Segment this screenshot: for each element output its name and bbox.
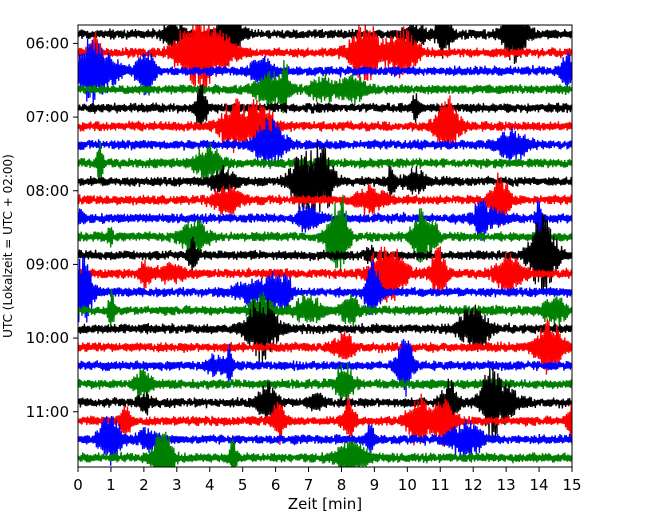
trace-row-24 bbox=[78, 431, 572, 467]
x-tick-label-3: 3 bbox=[172, 476, 182, 494]
x-tick-label-6: 6 bbox=[271, 476, 281, 494]
x-tick-label-0: 0 bbox=[73, 476, 83, 494]
y-tick-label-0900: 09:00 bbox=[26, 255, 69, 273]
x-tick-label-15: 15 bbox=[562, 476, 581, 494]
x-tick-label-10: 10 bbox=[398, 476, 417, 494]
trace-row-13 bbox=[78, 214, 572, 293]
y-axis-label: UTC (Lokalzeit = UTC + 02:00) bbox=[1, 154, 15, 338]
trace-row-15 bbox=[78, 256, 572, 323]
trace-row-21 bbox=[78, 368, 572, 441]
x-axis-label: Zeit [min] bbox=[288, 495, 362, 513]
y-tick-label-0600: 06:00 bbox=[26, 34, 69, 52]
x-axis: 0 1 2 3 4 5 6 7 8 9 10 11 12 13 14 15 bbox=[73, 467, 582, 494]
x-tick-label-14: 14 bbox=[530, 476, 549, 494]
y-tick-label-0700: 07:00 bbox=[26, 108, 69, 126]
x-tick-label-11: 11 bbox=[431, 476, 450, 494]
x-tick-label-7: 7 bbox=[304, 476, 314, 494]
trace-row-16 bbox=[78, 288, 572, 332]
x-tick-label-8: 8 bbox=[337, 476, 347, 494]
trace-row-19 bbox=[78, 338, 572, 397]
trace-row-5 bbox=[78, 84, 572, 131]
trace-row-4 bbox=[78, 59, 572, 114]
trace-row-14 bbox=[78, 246, 572, 303]
x-tick-label-5: 5 bbox=[238, 476, 248, 494]
trace-row-6 bbox=[78, 95, 572, 155]
trace-row-17 bbox=[78, 298, 572, 363]
x-tick-label-2: 2 bbox=[139, 476, 149, 494]
x-tick-label-12: 12 bbox=[464, 476, 483, 494]
trace-row-9 bbox=[78, 142, 572, 214]
seismogram-traces bbox=[78, 25, 572, 467]
plot-area-frame bbox=[77, 24, 573, 468]
x-tick-label-4: 4 bbox=[205, 476, 215, 494]
trace-row-2 bbox=[78, 25, 572, 94]
trace-row-1 bbox=[78, 25, 572, 66]
y-axis: 06:00 07:00 08:00 09:00 10:00 11:00 bbox=[26, 34, 78, 421]
x-tick-label-1: 1 bbox=[106, 476, 116, 494]
trace-row-3 bbox=[78, 38, 572, 106]
y-tick-label-1000: 10:00 bbox=[26, 329, 69, 347]
x-tick-label-13: 13 bbox=[497, 476, 516, 494]
y-tick-label-1100: 11:00 bbox=[26, 403, 69, 421]
trace-row-12 bbox=[78, 194, 572, 271]
trace-row-7 bbox=[78, 118, 572, 168]
trace-row-11 bbox=[78, 199, 572, 246]
trace-row-10 bbox=[78, 172, 572, 227]
trace-row-22 bbox=[78, 393, 572, 446]
y-tick-label-0800: 08:00 bbox=[26, 182, 69, 200]
x-tick-label-9: 9 bbox=[370, 476, 380, 494]
trace-row-18 bbox=[78, 318, 572, 375]
